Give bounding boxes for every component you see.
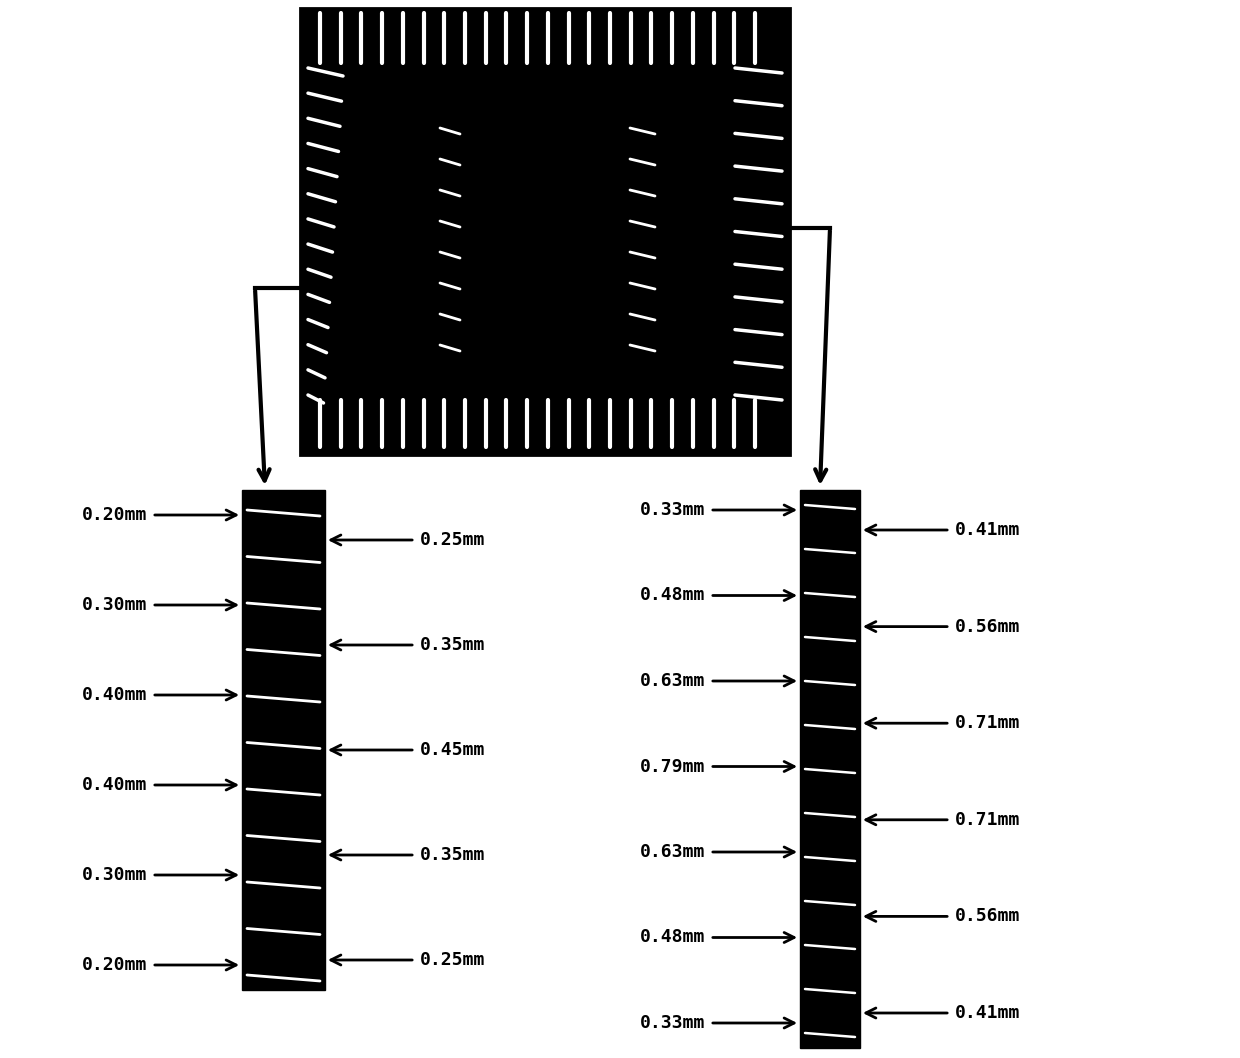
Bar xyxy=(242,490,325,990)
Text: 0.35mm: 0.35mm xyxy=(420,636,485,654)
Text: 0.79mm: 0.79mm xyxy=(640,758,706,776)
Text: 0.40mm: 0.40mm xyxy=(82,686,148,704)
Text: 0.56mm: 0.56mm xyxy=(955,618,1021,636)
Text: 0.30mm: 0.30mm xyxy=(82,867,148,884)
Text: 0.48mm: 0.48mm xyxy=(640,929,706,947)
Text: 0.20mm: 0.20mm xyxy=(82,956,148,974)
Text: 0.41mm: 0.41mm xyxy=(955,1004,1021,1022)
Text: 0.30mm: 0.30mm xyxy=(82,596,148,614)
Text: 0.25mm: 0.25mm xyxy=(420,951,485,969)
Text: 0.71mm: 0.71mm xyxy=(955,810,1021,828)
Text: 0.35mm: 0.35mm xyxy=(420,846,485,864)
Text: 0.63mm: 0.63mm xyxy=(640,843,706,861)
Text: 0.25mm: 0.25mm xyxy=(420,531,485,549)
Text: 0.63mm: 0.63mm xyxy=(640,672,706,690)
Text: 0.48mm: 0.48mm xyxy=(640,586,706,604)
Text: 0.40mm: 0.40mm xyxy=(82,776,148,794)
Bar xyxy=(800,490,861,1048)
Text: 0.41mm: 0.41mm xyxy=(955,521,1021,539)
Text: 0.20mm: 0.20mm xyxy=(82,506,148,524)
Text: 0.45mm: 0.45mm xyxy=(420,741,485,759)
Text: 0.33mm: 0.33mm xyxy=(640,1014,706,1032)
Bar xyxy=(300,8,790,455)
Text: 0.71mm: 0.71mm xyxy=(955,714,1021,732)
Text: 0.33mm: 0.33mm xyxy=(640,501,706,519)
Text: 0.56mm: 0.56mm xyxy=(955,908,1021,926)
